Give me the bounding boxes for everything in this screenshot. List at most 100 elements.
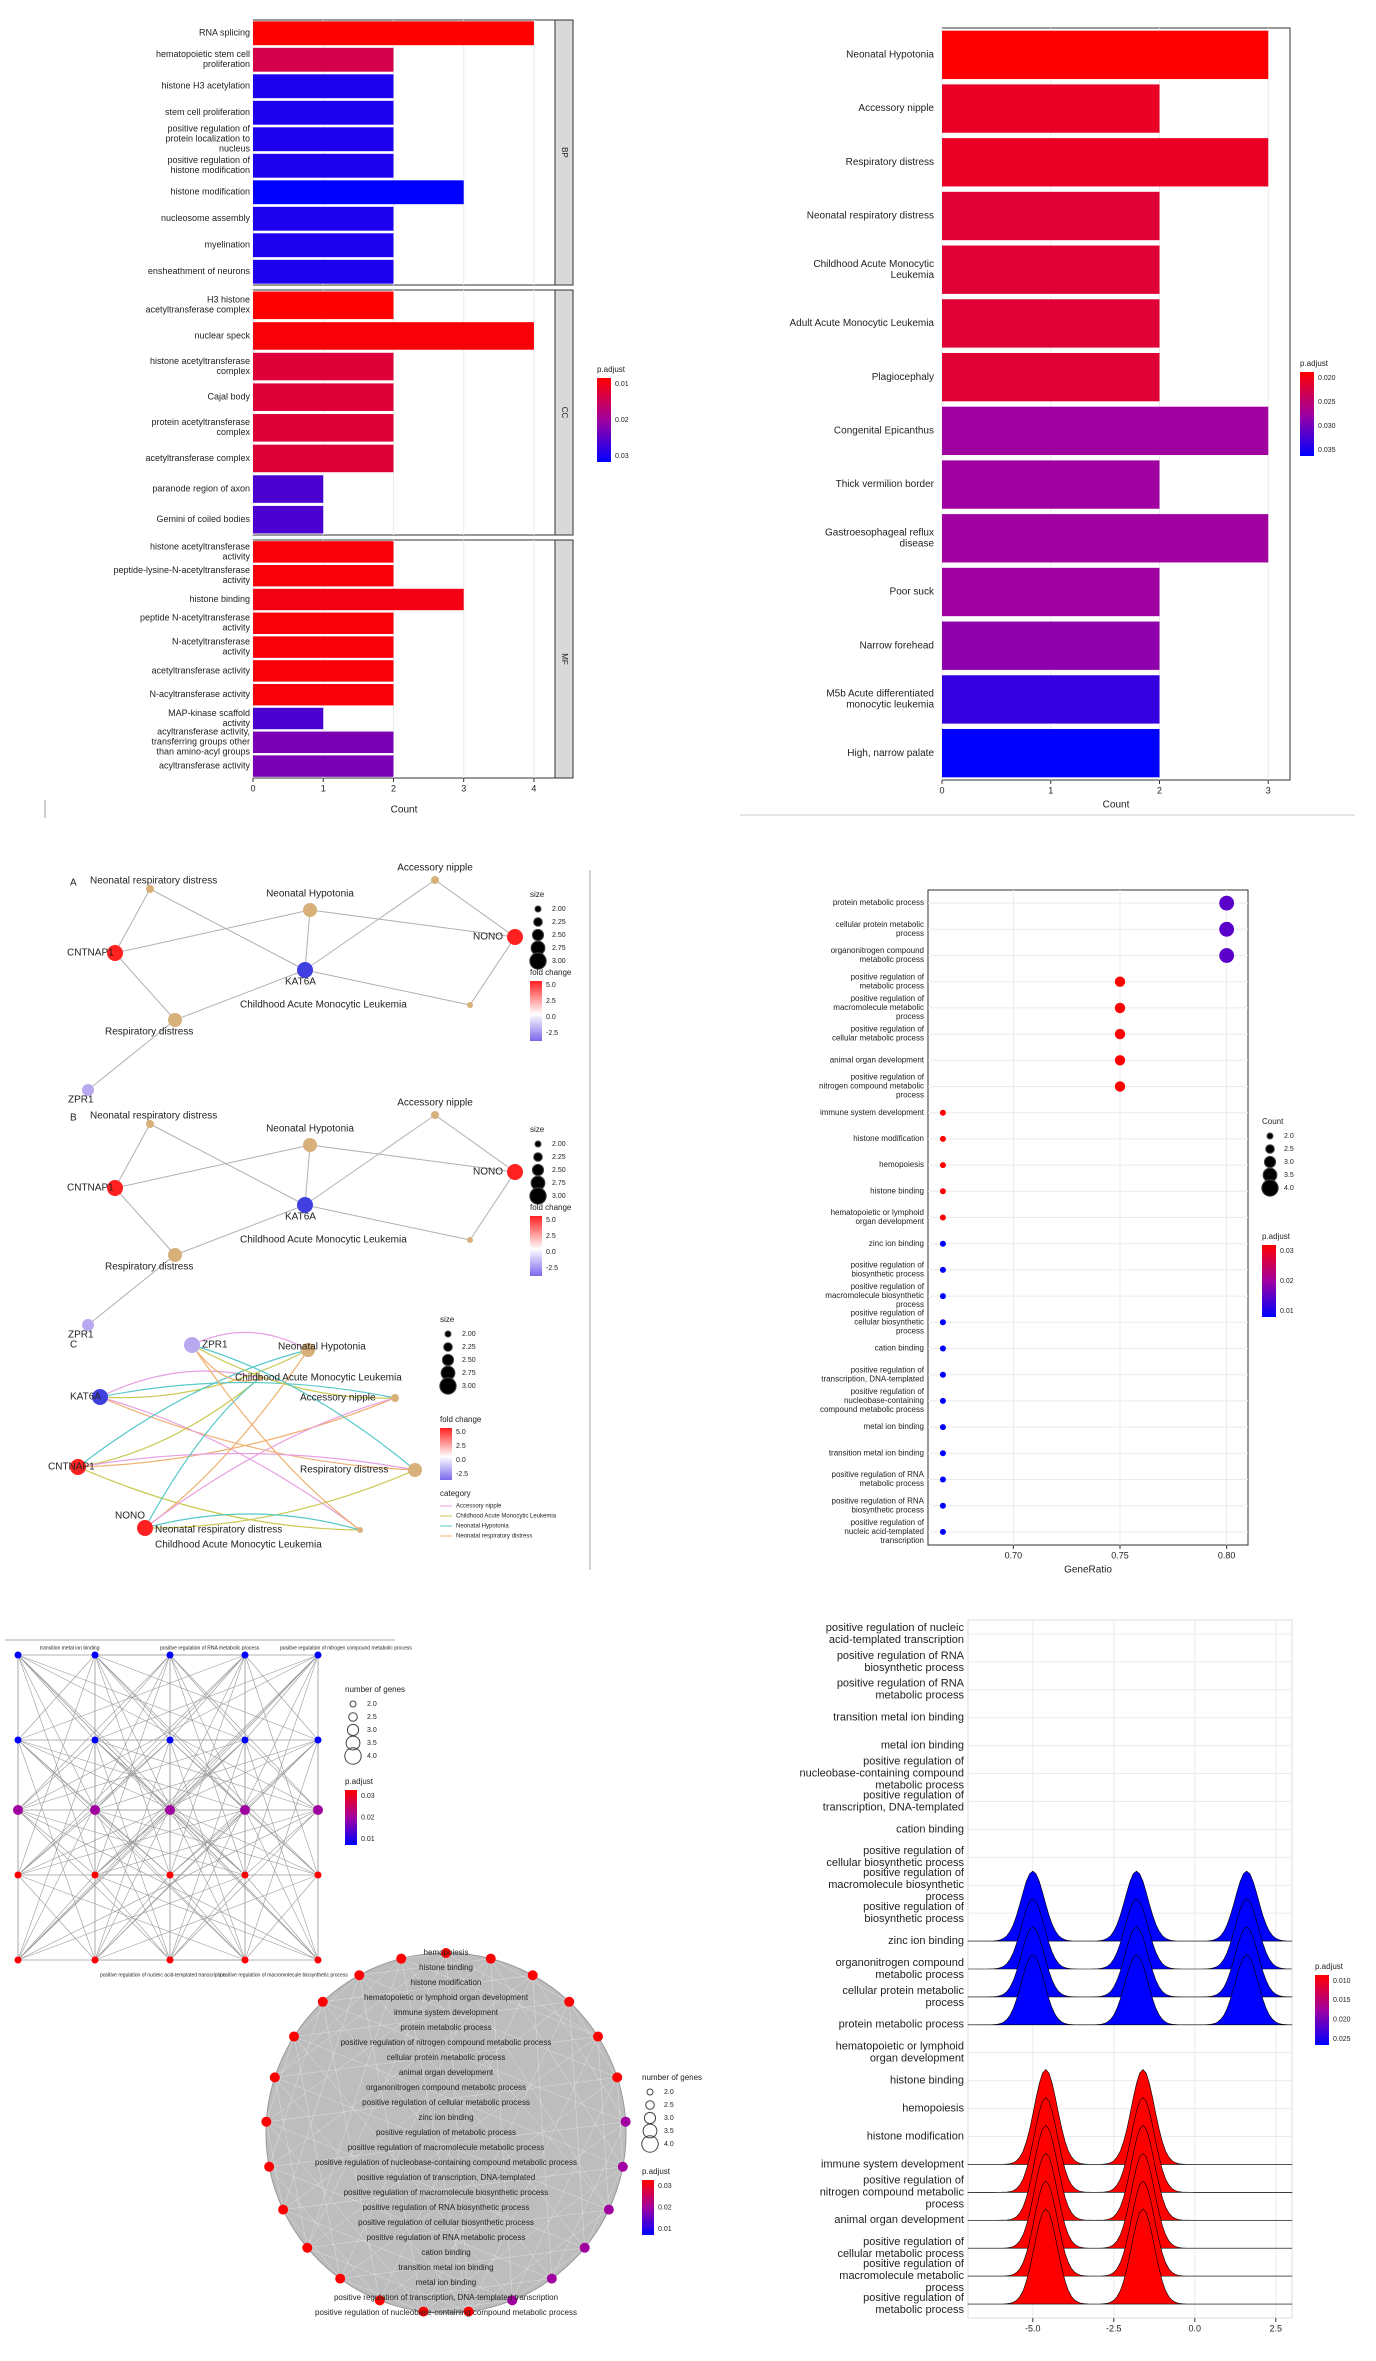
network-edge xyxy=(94,1809,246,1961)
category-label: histone modification xyxy=(170,187,250,197)
bar xyxy=(942,30,1269,80)
term-node xyxy=(357,1527,363,1533)
bar xyxy=(253,47,394,72)
node-label: zinc ion binding xyxy=(418,2113,473,2122)
network-edge xyxy=(304,909,311,971)
category-label: immune system development xyxy=(821,2158,964,2170)
legend-colorbar xyxy=(530,981,542,1041)
x-tick-label: 0.80 xyxy=(1218,1550,1236,1560)
bar xyxy=(253,755,394,777)
network-edge xyxy=(169,1874,246,1961)
network-edge xyxy=(17,1654,246,1876)
network-node xyxy=(261,2116,272,2127)
node-label: cation binding xyxy=(421,2248,470,2257)
dot xyxy=(939,1319,946,1326)
network-edge xyxy=(77,1452,416,1471)
category-label: nucleic acid-templated xyxy=(844,1527,924,1536)
legend-tick: 0.03 xyxy=(1280,1248,1294,1255)
legend-title: p.adjust xyxy=(1315,1962,1344,1971)
facet-strip-label: CC xyxy=(560,407,569,419)
x-axis: 0.70 0.75 0.80 GeneRatio xyxy=(1005,1545,1236,1576)
legend-tick: 2.25 xyxy=(462,1344,476,1351)
disease-enrichment-bar-chart: Neonatal Hypotonia Accessory nipple Respir… xyxy=(740,27,1355,816)
network-edge xyxy=(266,2036,295,2122)
category-label: Neonatal respiratory distress xyxy=(807,211,934,222)
network-node xyxy=(91,1651,99,1659)
network-node xyxy=(546,2273,557,2284)
category-label: cation binding xyxy=(896,1823,964,1835)
gene-node-label: CNTNAP1 xyxy=(67,948,114,959)
network-node xyxy=(166,1871,174,1879)
size-legend-circle xyxy=(441,1353,455,1367)
term-node xyxy=(301,1343,315,1357)
category-label: organonitrogen compound xyxy=(836,1957,964,1969)
term-node xyxy=(408,1463,422,1477)
network-edge xyxy=(174,969,306,1021)
network-panel-B: B Neonatal respiratory distress Neonatal H… xyxy=(67,1098,572,1341)
padjust-legend: p.adjust 0.010 0.015 0.020 0.025 xyxy=(1315,1962,1351,2045)
node-label: protein metabolic process xyxy=(400,2023,491,2032)
network-node xyxy=(241,1871,249,1879)
category-legend-label: Accessory nipple xyxy=(456,1504,502,1510)
panel-letter: A xyxy=(70,878,77,889)
network-edge xyxy=(293,1975,360,2037)
network-edge xyxy=(512,2247,585,2301)
gene-node xyxy=(184,1337,200,1353)
term-node-label: Childhood Acute Monocytic Leukemia xyxy=(155,1540,322,1551)
network-edge xyxy=(423,2166,623,2312)
network-edge xyxy=(304,969,471,1006)
network-node xyxy=(91,1736,99,1744)
legend-title: size xyxy=(440,1315,455,1324)
gene-node xyxy=(297,962,313,978)
category-label: peptide N-acetyltransferase xyxy=(140,613,250,623)
dot xyxy=(1114,1002,1126,1014)
category-label: immune system development xyxy=(820,1108,925,1117)
bar xyxy=(253,383,394,411)
category-legend-label: Neonatal respiratory distress xyxy=(456,1534,532,1540)
dot xyxy=(939,1240,946,1247)
legend-tick: 3.00 xyxy=(552,1193,566,1200)
network-edge xyxy=(99,1381,396,1399)
network-edge xyxy=(244,1654,319,1876)
network-edge xyxy=(309,1144,516,1173)
legend-tick: 0.0 xyxy=(546,1249,556,1256)
padjust-legend: p.adjust 0.01 0.02 0.03 xyxy=(597,365,629,462)
category-label: Childhood Acute Monocytic xyxy=(813,259,934,270)
x-tick-label: -2.5 xyxy=(1106,2323,1122,2333)
network-edge xyxy=(191,1331,309,1351)
category-label: metal ion binding xyxy=(881,1740,964,1752)
category-label: Plagiocephaly xyxy=(872,372,934,383)
network-node xyxy=(264,2161,275,2172)
network-node xyxy=(579,2242,590,2253)
legend-tick: 2.50 xyxy=(552,932,566,939)
category-label: N-acyltransferase activity xyxy=(149,689,250,699)
category-label: metabolic process xyxy=(860,1479,924,1488)
gene-node-label: KAT6A xyxy=(285,977,316,988)
network-edge xyxy=(512,2077,618,2301)
network-edge xyxy=(77,1377,261,1468)
dot xyxy=(939,1266,946,1273)
network-edge xyxy=(532,1975,626,2122)
term-node xyxy=(146,885,154,893)
network-edge xyxy=(17,1809,246,1876)
term-node-label: Childhood Acute Monocytic Leukemia xyxy=(235,1373,402,1384)
go-dot-plot: protein metabolic process cellular protei… xyxy=(819,889,1294,1576)
network-edge xyxy=(340,2278,424,2312)
network-edge xyxy=(77,1349,309,1468)
size-legend-circle xyxy=(345,1735,361,1751)
gene-node-label: ZPR1 xyxy=(68,1095,94,1106)
legend-tick: 0.02 xyxy=(615,417,629,424)
legend-tick: -2.5 xyxy=(456,1471,468,1478)
network-edge xyxy=(322,2001,552,2279)
legend-tick: 0.03 xyxy=(615,453,629,460)
legend-title: p.adjust xyxy=(1300,359,1329,368)
legend-tick: 0.020 xyxy=(1318,375,1336,382)
ridge xyxy=(967,1954,1293,2026)
network-node xyxy=(14,1871,22,1879)
category-label: positive regulation of xyxy=(863,1845,965,1857)
category-label: histone acetyltransferase xyxy=(150,356,250,366)
x-axis-title: Count xyxy=(1103,800,1130,811)
legend-tick: 0.03 xyxy=(361,1793,375,1800)
network-node xyxy=(314,1736,322,1744)
